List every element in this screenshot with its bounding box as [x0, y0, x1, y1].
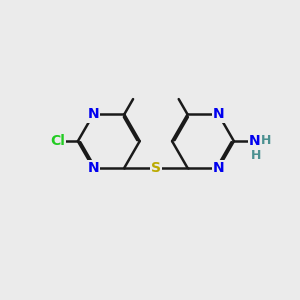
Text: N: N — [88, 161, 99, 175]
Text: N: N — [249, 134, 260, 148]
Text: N: N — [88, 107, 99, 122]
Text: Cl: Cl — [50, 134, 65, 148]
Text: H: H — [261, 134, 272, 147]
Text: H: H — [251, 149, 261, 162]
Text: N: N — [213, 161, 224, 175]
Text: S: S — [151, 161, 161, 175]
Text: N: N — [213, 107, 224, 122]
